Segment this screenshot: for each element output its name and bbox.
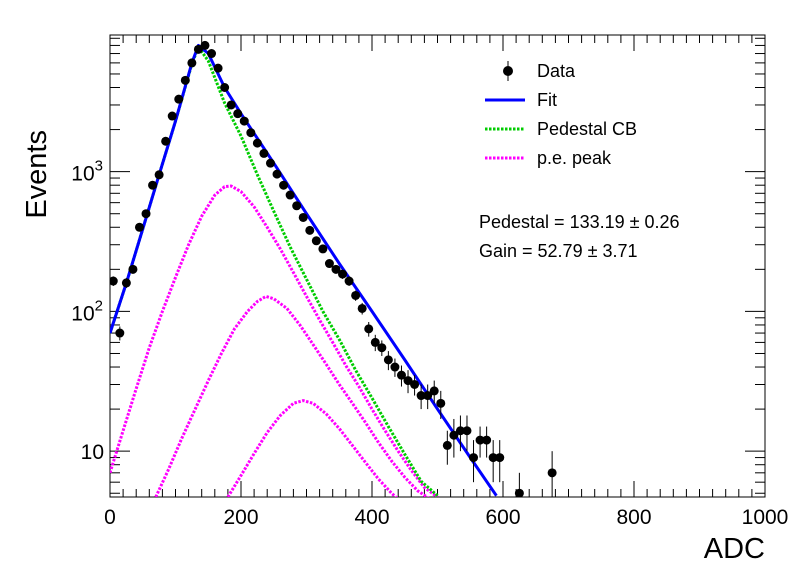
data-point (292, 201, 302, 211)
data-point (279, 180, 289, 190)
data-point (110, 276, 118, 286)
data-point (226, 100, 236, 110)
data-point (475, 435, 485, 445)
x-tick-labels: 0 200 400 600 800 1000 (104, 506, 788, 529)
data-point (220, 83, 230, 93)
data-point (180, 75, 190, 85)
data-point (207, 49, 217, 59)
fit-parameter-gain: Gain = 52.79 ± 3.71 (479, 241, 638, 261)
data-point (488, 453, 498, 463)
curve-p-e-peak-2 (154, 294, 430, 497)
data-point (285, 190, 295, 200)
data-point (462, 426, 472, 436)
data-point (547, 468, 557, 478)
data-point (416, 391, 426, 401)
plot-frame (109, 34, 766, 498)
data-point (351, 290, 361, 300)
legend-label: Fit (537, 90, 557, 110)
data-point (344, 276, 354, 286)
data-point (252, 138, 262, 148)
data-point (311, 236, 321, 246)
x-tick-label: 1000 (742, 506, 789, 529)
data-point (141, 209, 151, 219)
data-point (495, 453, 505, 463)
data-point (154, 170, 164, 180)
data-point (429, 386, 439, 396)
data-point (364, 324, 374, 334)
data-point (396, 370, 406, 380)
data-points (110, 40, 557, 497)
legend-marker (503, 66, 513, 76)
data-point (390, 362, 400, 372)
legend-label: p.e. peak (537, 148, 612, 168)
y-axis-title: Events (21, 130, 53, 219)
legend: Data Fit Pedestal CB p.e. peak (485, 61, 637, 168)
legend-label: Data (537, 61, 576, 81)
curve-pedestal-cb (110, 45, 439, 497)
data-point (436, 398, 446, 408)
data-point (187, 58, 197, 68)
data-point (324, 259, 334, 269)
curve-p-e-peak-3 (226, 399, 398, 497)
data-point (514, 488, 524, 497)
x-tick-label: 0 (104, 506, 116, 529)
data-point (134, 222, 144, 232)
data-point (370, 337, 380, 347)
data-point (305, 225, 315, 235)
curve-p-e-peak-1 (110, 184, 439, 497)
x-tick-label: 400 (354, 506, 389, 529)
data-point (167, 111, 177, 121)
data-point (115, 328, 125, 338)
data-point (442, 440, 452, 450)
data-point (383, 355, 393, 365)
data-point (200, 40, 210, 50)
data-point (121, 278, 131, 288)
data-point (449, 430, 459, 440)
data-point (331, 264, 341, 274)
data-point (265, 158, 275, 168)
x-tick-label: 200 (223, 506, 258, 529)
data-point (259, 148, 269, 158)
data-point (469, 453, 479, 463)
fit-parameters: Pedestal = 133.19 ± 0.26 Gain = 52.79 ± 3… (479, 212, 680, 261)
data-point (128, 264, 138, 274)
data-point (239, 116, 249, 126)
x-axis-title: ADC (704, 533, 765, 565)
data-point (148, 180, 158, 190)
data-point (233, 109, 243, 119)
data-point (246, 128, 256, 138)
data-point (410, 379, 420, 389)
data-point (357, 303, 367, 313)
data-point (403, 376, 413, 386)
data-point (482, 435, 492, 445)
y-tick-label: 102 (71, 297, 103, 325)
data-point (455, 426, 465, 436)
x-tick-label: 800 (616, 506, 651, 529)
x-tick-label: 600 (485, 506, 520, 529)
data-point (174, 94, 184, 104)
axis-ticks (109, 35, 766, 497)
data-point (298, 212, 308, 222)
data-point (377, 343, 387, 353)
data-point (272, 169, 282, 179)
data-point (318, 244, 328, 254)
legend-label: Pedestal CB (537, 119, 637, 139)
fit-parameter-pedestal: Pedestal = 133.19 ± 0.26 (479, 212, 680, 232)
y-tick-labels: 10 102 103 (71, 158, 104, 465)
y-tick-label: 10 (81, 441, 104, 464)
y-tick-label: 103 (71, 158, 103, 186)
data-point (338, 269, 348, 279)
data-point (213, 63, 223, 73)
data-point (161, 136, 171, 146)
curve-fit (110, 43, 498, 497)
data-point (423, 391, 433, 401)
data-point (193, 44, 203, 54)
